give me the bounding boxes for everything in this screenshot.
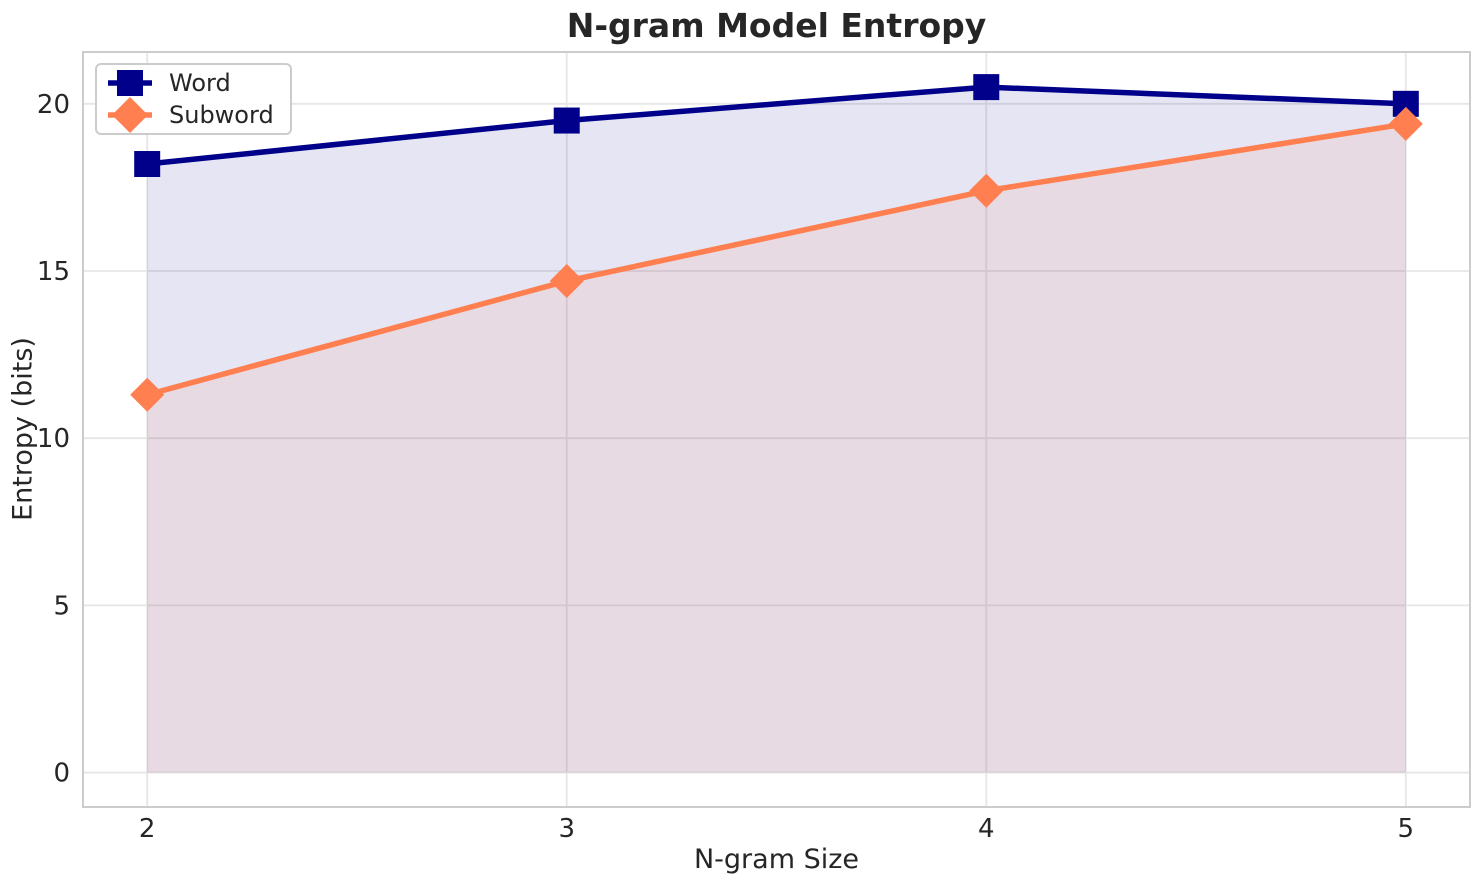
subword-line-diamond-icon — [108, 97, 152, 133]
legend-item-word: Word — [106, 69, 274, 97]
marker-word-x2 — [134, 151, 161, 178]
marker-subword-x2 — [130, 377, 165, 412]
square-marker-icon — [117, 70, 143, 96]
x-tick-label-2: 2 — [139, 814, 156, 844]
legend-item-subword: Subword — [106, 97, 274, 133]
legend-label-subword: Subword — [169, 101, 274, 129]
x-tick-label-5: 5 — [1398, 814, 1415, 844]
series-line-subword — [146, 121, 1407, 398]
y-tick-label-20: 20 — [37, 90, 70, 120]
word-line-square-icon — [108, 70, 152, 96]
plot-border — [82, 51, 1471, 808]
x-tick-label-4: 4 — [978, 814, 995, 844]
y-axis-label: Entropy (bits) — [7, 337, 39, 521]
y-tick-label-0: 0 — [53, 759, 70, 789]
y-tick-label-10: 10 — [37, 424, 70, 454]
chart-title: N-gram Model Entropy — [566, 6, 987, 45]
legend-label-word: Word — [169, 69, 231, 97]
area-fill-subword — [147, 123, 1406, 773]
marker-subword-x3 — [549, 264, 584, 299]
y-tick-label-5: 5 — [53, 591, 70, 621]
marker-word-x3 — [553, 107, 580, 134]
x-tick-label-3: 3 — [558, 814, 575, 844]
y-tick-label-15: 15 — [37, 257, 70, 287]
area-fill-word — [147, 87, 1406, 773]
x-axis-label: N-gram Size — [693, 844, 860, 875]
diamond-marker-icon — [112, 97, 148, 133]
marker-word-x4 — [973, 74, 1000, 101]
marker-subword-x4 — [969, 173, 1004, 208]
legend: Word Subword — [95, 63, 292, 135]
series-line-word — [146, 84, 1406, 167]
marker-subword-x5 — [1388, 106, 1423, 141]
